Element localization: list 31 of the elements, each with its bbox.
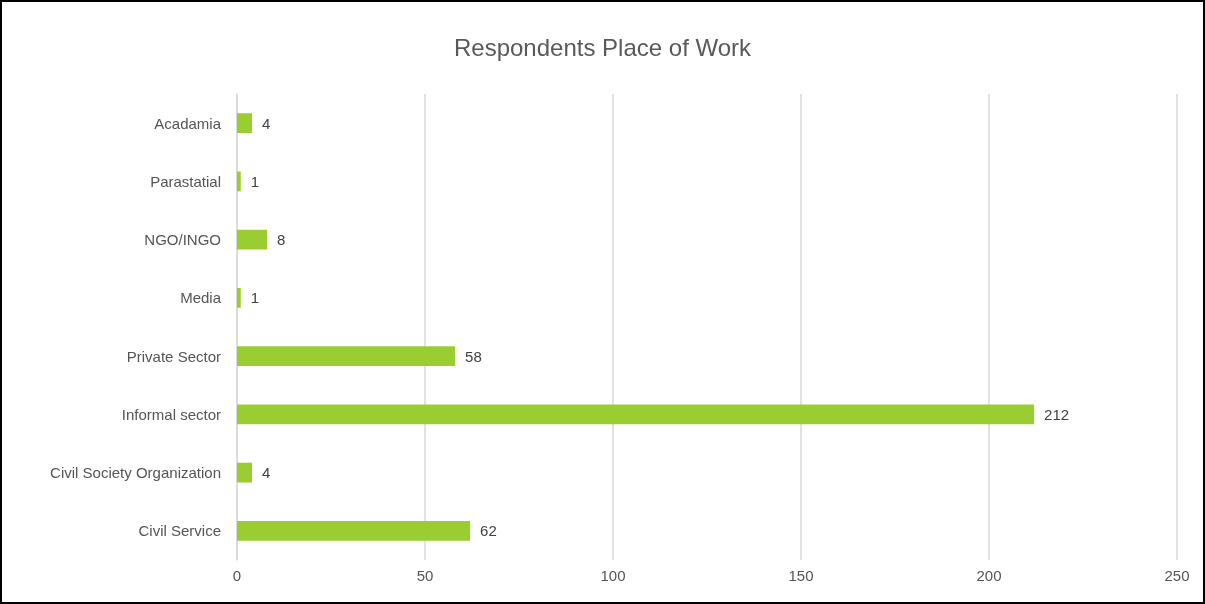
- bar: [237, 520, 471, 541]
- data-label: 58: [465, 347, 482, 365]
- x-tick-label: 250: [1164, 567, 1190, 584]
- y-tick-label: Informal sector: [121, 405, 221, 423]
- bar: [237, 171, 241, 192]
- y-tick-label: Civil Service: [138, 522, 221, 540]
- x-tick-label: 100: [600, 567, 626, 584]
- bar: [237, 346, 456, 367]
- bar: [237, 404, 1035, 425]
- y-tick-label: Parastatial: [150, 172, 221, 190]
- x-tick-label: 0: [232, 567, 242, 584]
- y-tick-label: NGO/INGO: [144, 231, 221, 249]
- data-label: 62: [480, 522, 497, 540]
- x-tick-label: 50: [416, 567, 434, 584]
- y-tick-label: Media: [180, 289, 222, 307]
- data-label: 8: [277, 231, 286, 249]
- data-label: 4: [262, 464, 271, 482]
- bar: [237, 113, 253, 134]
- chart-title: Respondents Place of Work: [453, 33, 753, 61]
- y-tick-label: Civil Society Organization: [50, 464, 221, 482]
- x-tick-label: 200: [976, 567, 1002, 584]
- data-label: 212: [1044, 405, 1070, 423]
- x-tick-label: 150: [788, 567, 814, 584]
- bar: [237, 229, 268, 250]
- data-label: 1: [250, 172, 260, 190]
- y-tick-label: Private Sector: [126, 347, 221, 365]
- bar: [237, 287, 241, 308]
- bar: [237, 462, 253, 483]
- data-label: 1: [250, 289, 260, 307]
- y-tick-label: Acadamia: [154, 114, 222, 132]
- data-label: 4: [262, 114, 271, 132]
